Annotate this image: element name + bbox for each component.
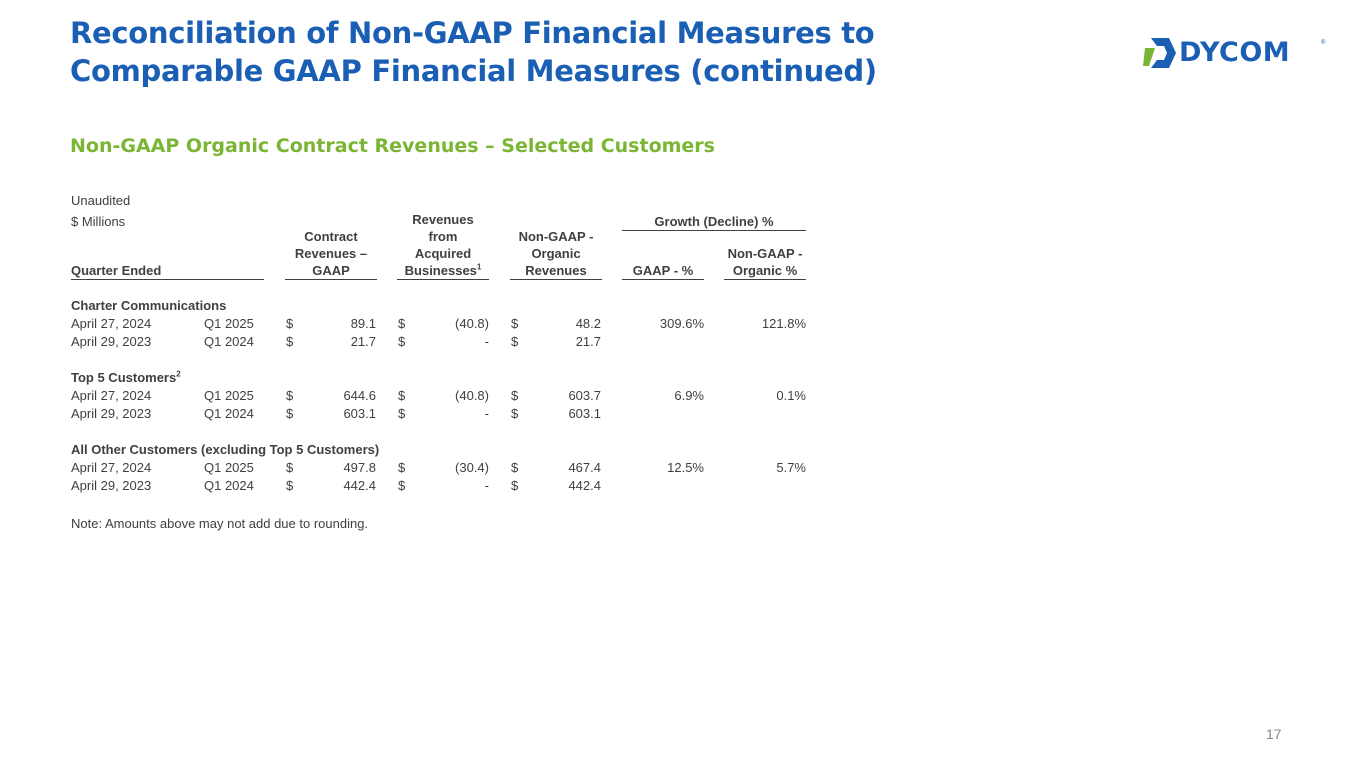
footnote-1-marker: 1 — [476, 262, 482, 272]
page-title-line-1: Reconciliation of Non-GAAP Financial Mea… — [70, 16, 875, 50]
section-heading: All Other Customers (excluding Top 5 Cus… — [71, 442, 380, 457]
dycom-logo: DYCOM ® — [1143, 36, 1328, 70]
table-row: April 27, 2024 Q1 2025 $ 89.1 $ (40.8) $… — [71, 316, 806, 331]
unaudited-label: Unaudited — [71, 193, 131, 208]
header-organic-pct: Non-GAAP - Organic % — [724, 245, 806, 280]
logo-wordmark: DYCOM — [1179, 37, 1291, 68]
header-acquired-revenues: Revenues from Acquired Businesses1 — [397, 211, 489, 280]
table-row: April 27, 2024 Q1 2025 $ 644.6 $ (40.8) … — [71, 388, 806, 403]
section-heading: Charter Communications — [71, 298, 227, 313]
header-quarter-ended: Quarter Ended — [71, 262, 264, 280]
header-gaap-pct: GAAP - % — [622, 262, 704, 280]
rounding-note: Note: Amounts above may not add due to r… — [71, 516, 369, 531]
header-organic-revenues: Non-GAAP - Organic Revenues — [510, 228, 602, 280]
header-growth-decline: Growth (Decline) % — [622, 213, 806, 231]
table-row: April 29, 2023 Q1 2024 $ 21.7 $ - $ 21.7 — [71, 334, 601, 349]
logo-registered-mark: ® — [1321, 40, 1326, 46]
footnote-2-marker: 2 — [176, 369, 181, 379]
table-row: April 29, 2023 Q1 2024 $ 603.1 $ - $ 603… — [71, 406, 601, 421]
units-label: $ Millions — [71, 214, 126, 229]
dycom-chevron-logo-icon — [1143, 38, 1176, 68]
page-title-line-2: Comparable GAAP Financial Measures (cont… — [70, 54, 877, 88]
page-number: 17 — [1266, 726, 1282, 742]
table-row: April 27, 2024 Q1 2025 $ 497.8 $ (30.4) … — [71, 460, 806, 475]
section-subtitle: Non-GAAP Organic Contract Revenues – Sel… — [70, 135, 715, 157]
header-contract-revenues: Contract Revenues – GAAP — [285, 228, 377, 280]
section-heading: Top 5 Customers2 — [71, 369, 181, 385]
table-row: April 29, 2023 Q1 2024 $ 442.4 $ - $ 442… — [71, 478, 601, 493]
page-title: Reconciliation of Non-GAAP Financial Mea… — [70, 14, 877, 90]
